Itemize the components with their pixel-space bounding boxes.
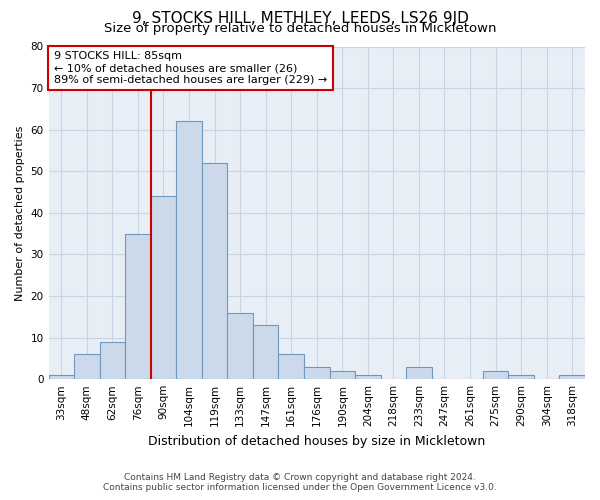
Text: Size of property relative to detached houses in Mickletown: Size of property relative to detached ho… [104,22,496,35]
Bar [508,375,534,379]
Bar [227,312,253,379]
Bar [304,366,329,379]
Bar [406,366,432,379]
Bar [355,375,380,379]
Bar [559,375,585,379]
Bar [49,375,74,379]
Bar [278,354,304,379]
X-axis label: Distribution of detached houses by size in Mickletown: Distribution of detached houses by size … [148,434,485,448]
Text: 9 STOCKS HILL: 85sqm
← 10% of detached houses are smaller (26)
89% of semi-detac: 9 STOCKS HILL: 85sqm ← 10% of detached h… [54,52,327,84]
Bar [151,196,176,379]
Text: 9, STOCKS HILL, METHLEY, LEEDS, LS26 9JD: 9, STOCKS HILL, METHLEY, LEEDS, LS26 9JD [131,12,469,26]
Bar [125,234,151,379]
Bar [253,325,278,379]
Bar [329,371,355,379]
Bar [176,122,202,379]
Text: Contains HM Land Registry data © Crown copyright and database right 2024.
Contai: Contains HM Land Registry data © Crown c… [103,473,497,492]
Bar [483,371,508,379]
Bar [100,342,125,379]
Bar [202,163,227,379]
Y-axis label: Number of detached properties: Number of detached properties [15,125,25,300]
Bar [74,354,100,379]
